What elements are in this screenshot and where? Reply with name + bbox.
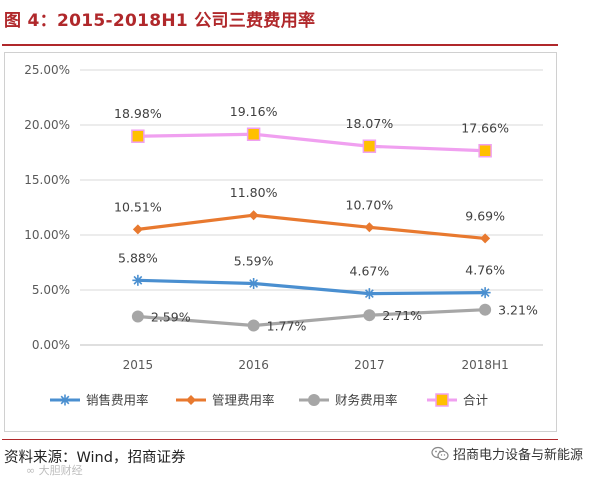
legend-marker [59, 394, 71, 406]
data-point [480, 233, 491, 244]
legend-marker [308, 394, 320, 406]
data-label: 17.66% [461, 121, 509, 136]
legend-marker [186, 395, 196, 405]
data-label: 4.76% [465, 263, 505, 278]
data-point [247, 319, 260, 332]
chart-area: 0.00% 5.00% 10.00% 15.00% 20.00% 25.00% 2015 20… [4, 52, 557, 432]
series-line [137, 278, 486, 296]
wechat-icon [431, 446, 449, 460]
y-tick-label: 5.00% [32, 283, 70, 297]
x-tick-label: 2017 [354, 358, 385, 372]
series-line [137, 308, 486, 328]
y-tick-label: 25.00% [24, 63, 70, 77]
legend-marker [435, 393, 449, 407]
data-label: 11.80% [230, 185, 278, 200]
data-point [479, 303, 492, 316]
series-line [137, 213, 486, 241]
data-label: 4.67% [350, 264, 390, 279]
x-tick-label: 2016 [238, 358, 269, 372]
series-line [137, 132, 486, 153]
y-tick-label: 0.00% [32, 338, 70, 352]
data-label: 5.88% [118, 250, 158, 265]
chart-svg: 0.00% 5.00% 10.00% 15.00% 20.00% 25.00% 2015 20… [24, 63, 543, 408]
data-label: 10.70% [346, 197, 394, 212]
data-label: 18.98% [114, 106, 162, 121]
y-tick-label: 10.00% [24, 228, 70, 242]
data-point [248, 210, 259, 221]
data-point [363, 309, 376, 322]
legend-label: 财务费用率 [335, 393, 398, 408]
data-point [132, 274, 144, 286]
data-label: 2.71% [382, 308, 422, 323]
data-point [364, 222, 375, 233]
y-tick-label: 15.00% [24, 173, 70, 187]
footer-divider [2, 439, 558, 440]
data-point [132, 224, 143, 235]
data-label: 1.77% [267, 319, 307, 334]
data-label: 19.16% [230, 104, 278, 119]
source-note: 资料来源：Wind，招商证券 [4, 450, 186, 466]
wechat-account: 招商电力设备与新能源 [431, 444, 583, 463]
data-point [362, 139, 377, 153]
wechat-label: 招商电力设备与新能源 [452, 448, 583, 463]
data-label: 5.59% [234, 254, 274, 269]
data-point [248, 278, 260, 290]
data-label: 9.69% [465, 208, 505, 223]
legend-label: 合计 [463, 393, 488, 408]
data-label: 10.51% [114, 199, 162, 214]
data-label: 3.21% [498, 303, 538, 318]
x-tick-label: 2018H1 [462, 358, 509, 372]
data-label: 2.59% [151, 310, 191, 325]
data-point [246, 127, 261, 141]
data-label: 18.07% [346, 116, 394, 131]
data-point [131, 310, 144, 323]
legend-label: 销售费用率 [86, 393, 149, 408]
title-divider [2, 44, 558, 46]
x-tick-label: 2015 [123, 358, 154, 372]
data-point [131, 129, 145, 143]
watermark: ∞ 大胆财经 [26, 464, 83, 477]
data-point [478, 143, 492, 158]
data-point [363, 288, 375, 300]
legend-label: 管理费用率 [212, 393, 275, 408]
figure-title: 图 4：2015-2018H1 公司三费费用率 [4, 11, 316, 31]
y-tick-label: 20.00% [24, 118, 70, 132]
data-point [479, 287, 491, 299]
